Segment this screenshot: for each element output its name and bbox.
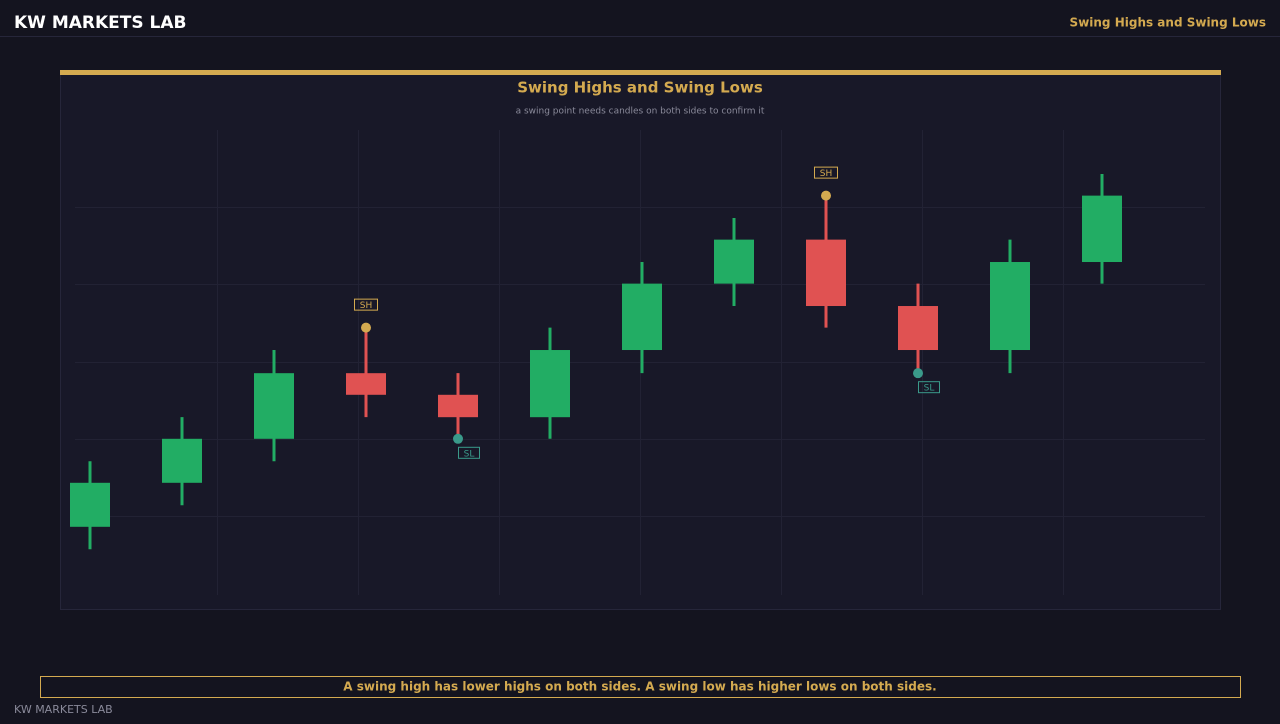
candle-body <box>438 394 478 418</box>
candle-body <box>1082 195 1122 263</box>
candle-body <box>162 438 202 483</box>
candle-body <box>70 482 110 527</box>
swing-low-label: SL <box>924 384 935 394</box>
swing-high-label: SH <box>360 301 372 311</box>
swing-low-dot <box>913 368 923 379</box>
swing-high-dot <box>361 322 371 333</box>
plot: SH SH SL SL <box>70 166 1205 550</box>
swing-high-dot <box>821 190 831 201</box>
swing-high-label: SH <box>820 169 832 179</box>
candle-body <box>346 373 386 395</box>
swing-low-tag <box>918 381 940 394</box>
swing-low-dot <box>453 433 463 444</box>
swing-high-tag <box>354 298 378 311</box>
candle-body <box>806 239 846 307</box>
candle-body <box>622 283 662 351</box>
footer-note: A swing high has lower highs on both sid… <box>343 680 936 694</box>
candle-body <box>530 350 570 418</box>
chart-title: Swing Highs and Swing Lows <box>517 79 763 97</box>
footer-brand: KW MARKETS LAB <box>14 703 113 716</box>
candle-body <box>714 239 754 284</box>
page-title: Swing Highs and Swing Lows <box>1070 16 1266 30</box>
candle-body <box>898 306 938 351</box>
note-box <box>40 676 1241 698</box>
swing-high-tag <box>814 166 838 179</box>
chart-subtitle: a swing point needs candles on both side… <box>516 107 765 117</box>
swing-low-tag <box>458 446 480 459</box>
candle-body <box>990 262 1030 351</box>
swing-low-label: SL <box>464 449 475 459</box>
candle-body <box>254 373 294 439</box>
brand: KW MARKETS LAB <box>14 13 187 33</box>
panel-accent <box>60 70 1221 75</box>
